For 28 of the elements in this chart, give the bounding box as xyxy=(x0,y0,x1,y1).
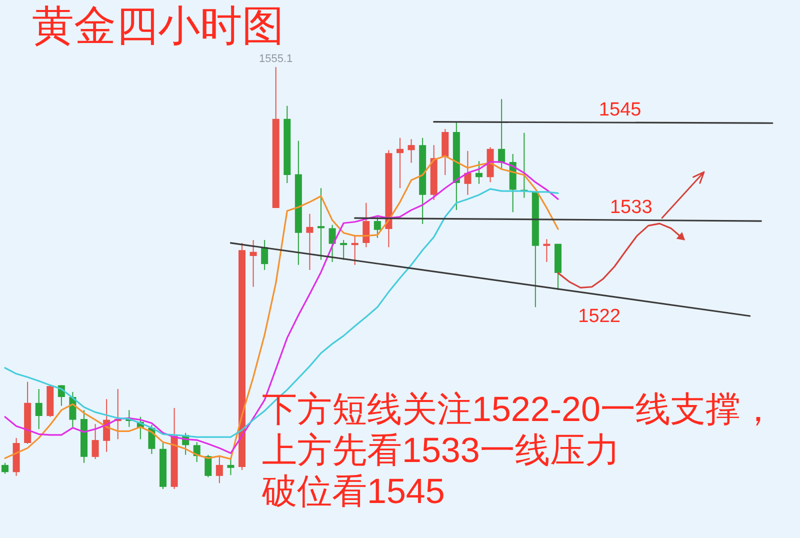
series-label: 1522 xyxy=(578,306,620,327)
annotation: 上方先看1533一线压力 xyxy=(262,431,620,470)
candlestick xyxy=(227,458,234,476)
candlestick xyxy=(318,188,324,260)
candlestick xyxy=(374,216,381,238)
candlestick xyxy=(328,224,336,262)
annotation: 下方短线关注1522-20一线支撑， xyxy=(262,390,776,429)
candlestick xyxy=(543,238,550,262)
candlestick xyxy=(261,240,268,270)
series-label: 1545 xyxy=(598,100,642,121)
candlestick xyxy=(464,150,472,196)
candlestick xyxy=(2,462,8,474)
candlestick xyxy=(250,240,257,288)
candlestick xyxy=(396,137,404,189)
candlestick xyxy=(408,138,415,164)
chart-title: 黄金四小时图 xyxy=(32,4,284,50)
candlestick xyxy=(92,424,99,460)
candlestick xyxy=(306,213,314,270)
candlestick xyxy=(204,454,212,478)
candlestick xyxy=(476,160,482,184)
series-label: 1533 xyxy=(610,197,652,218)
candlestick xyxy=(362,202,370,248)
annotation: 破位看1545 xyxy=(261,472,445,511)
candlestick xyxy=(340,240,348,260)
candlestick xyxy=(216,456,223,484)
annotation: 1555.1 xyxy=(259,53,293,65)
candlestick xyxy=(351,234,358,266)
candlestick xyxy=(35,388,42,430)
